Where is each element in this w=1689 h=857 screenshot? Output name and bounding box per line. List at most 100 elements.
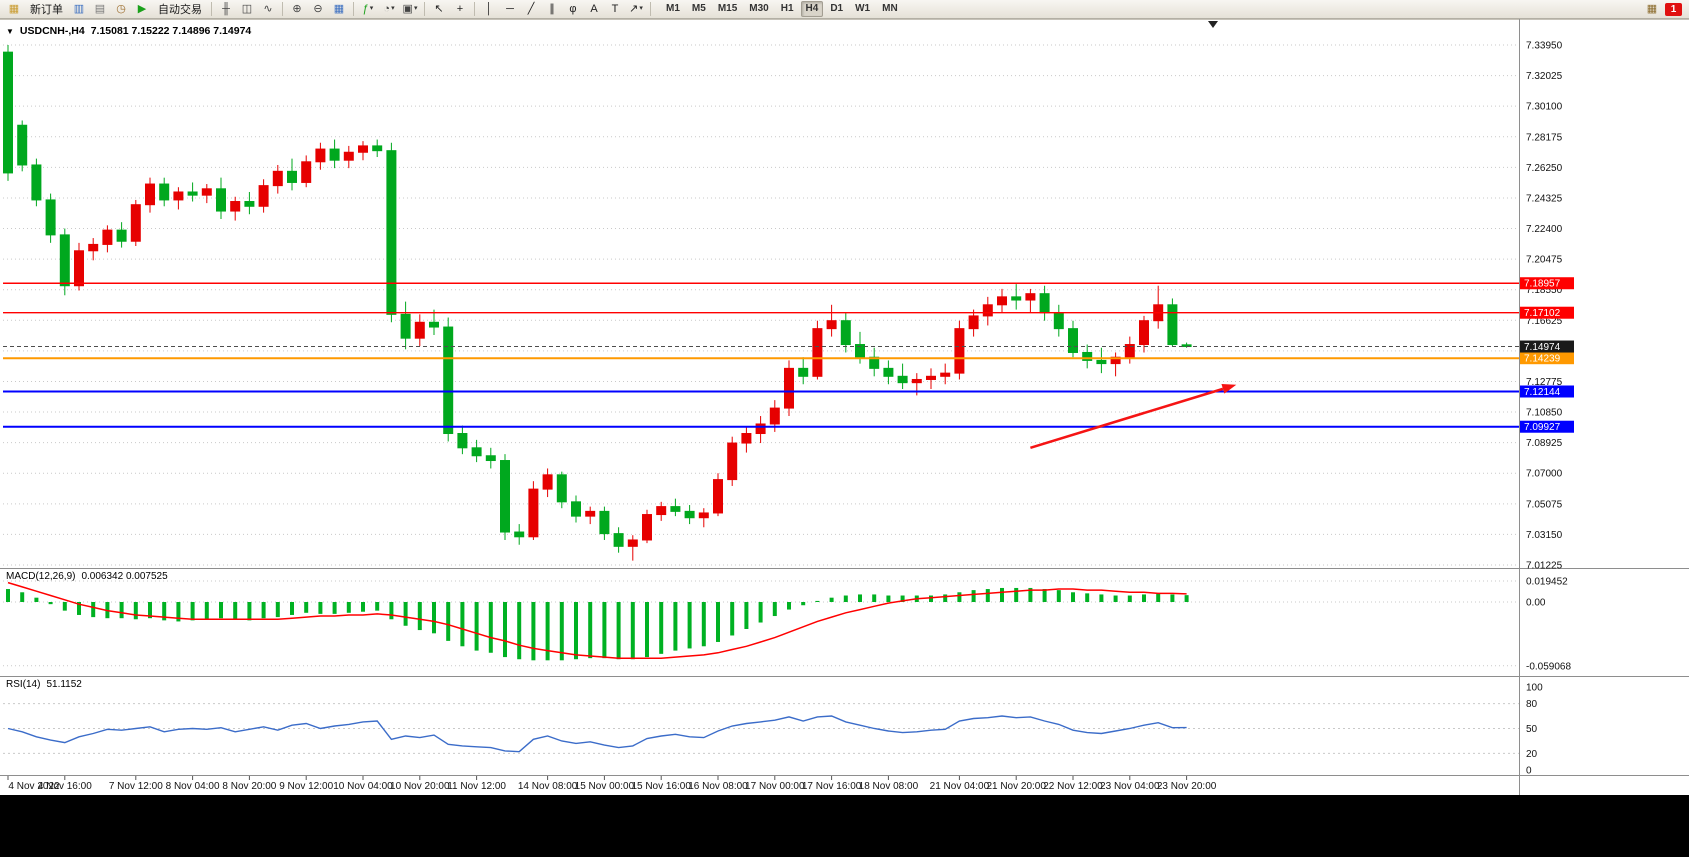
timeframe-m5[interactable]: M5 (691, 3, 706, 14)
macd-histogram-bar (616, 602, 621, 660)
candle-body (1039, 293, 1050, 314)
timeframe-w1[interactable]: W1 (855, 3, 871, 14)
zoom-out-icon[interactable]: ⊖ (313, 3, 323, 15)
bar-chart-icon[interactable]: ╫ (222, 3, 230, 15)
label-icon[interactable]: T (611, 3, 619, 15)
macd-histogram-bar (772, 602, 777, 617)
rsi-line (7, 715, 1187, 753)
macd-histogram-bar (1156, 593, 1161, 602)
price-axis-label: 7.20475 (1526, 255, 1563, 266)
macd-histogram-bar (233, 602, 238, 620)
alerts-icon[interactable]: ◷ (116, 3, 126, 15)
zoom-in-icon[interactable]: ⊕ (292, 3, 302, 15)
time-axis-label: 15 Nov 16:00 (631, 781, 691, 792)
periods-icon[interactable]: ◔ ▾ (383, 3, 395, 15)
candle-body (429, 321, 439, 328)
macd-histogram-bar (843, 595, 848, 602)
macd-histogram-bar (91, 602, 96, 618)
candle-body (954, 328, 965, 374)
tile-windows-icon[interactable]: ▦ (333, 3, 345, 15)
candle-body (102, 229, 113, 245)
horizontal-line-icon[interactable]: ─ (506, 3, 514, 15)
candle-body (755, 423, 766, 435)
autotrading-icon[interactable]: ▶ (137, 3, 147, 15)
rsi-axis-label: 0 (1526, 766, 1532, 777)
candle-body (798, 367, 809, 377)
line-chart-icon[interactable]: ∿ (263, 3, 273, 15)
candle-body (599, 510, 610, 535)
candle-body (713, 479, 723, 514)
candle-body (500, 460, 510, 533)
chart-windows-icon[interactable]: ▥ (73, 3, 85, 15)
toolbar-separator (424, 2, 425, 16)
candle-body (1011, 296, 1022, 301)
main-toolbar: ▦ 新订单 ▥ ▤ ◷ ▶ 自动交易 ╫ ◫ ∿ ⊕ ⊖ ▦ ƒ ▾ ◔ ▾ ▣ ▾ ↖ + │ ─ ╱ ∥ φ A T ↗ ▾ M1 M5 M… (0, 0, 1689, 19)
chart-dropdown-icon[interactable]: ▼ (6, 26, 14, 36)
calendar-icon[interactable]: ▦ (1646, 3, 1658, 15)
candle-body (287, 170, 297, 183)
candle-body (258, 185, 269, 207)
new-order-icon[interactable]: ▦ (8, 3, 20, 15)
candle-body (485, 455, 496, 462)
bottom-black-bar (0, 795, 1689, 857)
timeframe-h4[interactable]: H4 (800, 1, 824, 17)
price-tag (1520, 277, 1574, 290)
candle-body (471, 447, 482, 457)
indicators-icon[interactable]: ƒ ▾ (362, 3, 374, 15)
candle-body (556, 474, 567, 503)
candle-body (244, 201, 255, 207)
text-icon[interactable]: A (590, 3, 598, 15)
toolbar-separator (211, 2, 212, 16)
rsi-value: 51.1152 (46, 679, 82, 690)
macd-histogram-bar (815, 600, 820, 602)
crosshair-icon[interactable]: + (456, 3, 464, 15)
price-tag-label: 7.14239 (1524, 354, 1561, 365)
trend-arrow-head[interactable] (1221, 384, 1237, 394)
timeframe-m1[interactable]: M1 (666, 3, 680, 14)
price-axis-label: 7.01225 (1526, 561, 1563, 572)
timeframe-mn[interactable]: MN (882, 3, 898, 14)
candle-body (911, 378, 922, 384)
macd-histogram-bar (1142, 594, 1146, 602)
candle-body (642, 514, 652, 541)
price-tag (1520, 385, 1574, 398)
macd-histogram-bar (48, 602, 53, 605)
macd-histogram-bar (275, 602, 280, 618)
timeframe-h1[interactable]: H1 (780, 3, 794, 14)
candlestick-chart-icon[interactable]: ◫ (241, 3, 253, 15)
notification-badge[interactable]: 1 (1665, 2, 1682, 16)
macd-axis-label: 0.019452 (1526, 576, 1568, 587)
macd-histogram-bar (645, 602, 649, 658)
fibonacci-icon[interactable]: φ (569, 3, 577, 15)
macd-histogram-bar (460, 602, 465, 647)
candle-body (187, 191, 198, 196)
timeframe-m15[interactable]: M15 (717, 3, 738, 14)
timeframe-d1[interactable]: D1 (830, 3, 844, 14)
channel-icon[interactable]: ∥ (549, 3, 555, 15)
arrows-icon[interactable]: ↗ ▾ (629, 3, 643, 15)
macd-histogram-bar (701, 602, 706, 647)
chart-shift-marker-icon[interactable] (1208, 21, 1218, 28)
macd-histogram-bar (957, 592, 962, 602)
macd-histogram-bar (886, 595, 891, 602)
profiles-icon[interactable]: ▤ (94, 3, 106, 15)
candle-body (812, 328, 823, 377)
cursor-icon[interactable]: ↖ (434, 3, 444, 15)
price-axis-label: 7.12775 (1526, 377, 1563, 388)
trend-arrow-line[interactable] (1030, 387, 1224, 450)
templates-icon[interactable]: ▣ ▾ (402, 3, 418, 15)
trendline-icon[interactable]: ╱ (527, 3, 535, 15)
autotrading-button[interactable]: 自动交易 (158, 4, 202, 16)
new-order-button[interactable]: 新订单 (30, 4, 63, 16)
price-axis-label: 7.03150 (1526, 530, 1563, 541)
price-axis-label: 7.18550 (1526, 285, 1563, 296)
timeframe-m30[interactable]: M30 (749, 3, 769, 14)
macd-histogram-bar (559, 602, 564, 661)
vertical-line-icon[interactable]: │ (485, 3, 493, 15)
candle-body (272, 170, 283, 187)
macd-histogram-bar (34, 597, 39, 602)
candle-body (897, 375, 908, 384)
macd-histogram-bar (1014, 587, 1019, 602)
candle-body (145, 183, 155, 206)
